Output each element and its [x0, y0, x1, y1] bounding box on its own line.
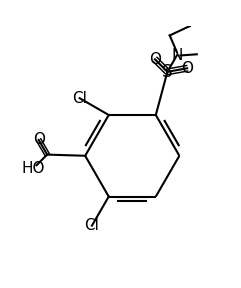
Text: O: O [33, 132, 45, 147]
Text: O: O [181, 61, 193, 76]
Text: O: O [149, 52, 161, 67]
Text: Cl: Cl [72, 91, 87, 106]
Text: N: N [171, 48, 182, 63]
Text: Cl: Cl [85, 218, 99, 233]
Text: HO: HO [21, 161, 45, 176]
Text: S: S [162, 63, 173, 81]
